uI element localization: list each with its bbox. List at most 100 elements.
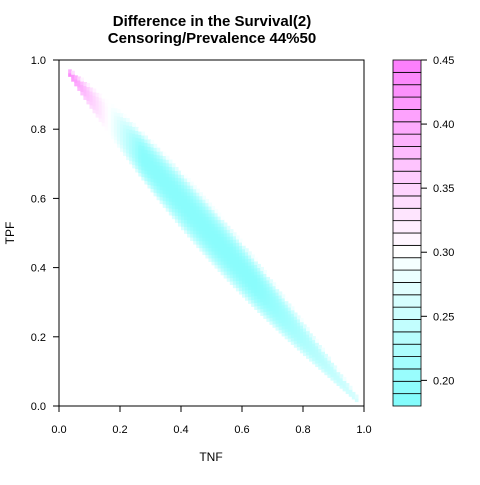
- heat-cell: [229, 280, 234, 285]
- heat-cell: [214, 250, 219, 255]
- heat-cell: [83, 99, 88, 104]
- heat-cell: [156, 168, 161, 173]
- heat-cell: [345, 386, 350, 391]
- heat-cell: [190, 216, 194, 221]
- heat-cell: [187, 212, 191, 217]
- heat-cell: [315, 356, 319, 361]
- heat-cell: [129, 146, 133, 151]
- heat-cell: [257, 270, 261, 275]
- heat-cell: [272, 323, 277, 328]
- heat-cell: [205, 250, 210, 256]
- heat-cell: [208, 257, 213, 262]
- heat-cell: [269, 320, 274, 325]
- heat-cell: [309, 340, 313, 345]
- heat-cell: [113, 122, 118, 127]
- heat-cell: [187, 226, 191, 231]
- heat-cell: [138, 151, 142, 156]
- heat-cell: [104, 130, 109, 135]
- heat-cell: [220, 222, 225, 227]
- heat-cell: [324, 364, 328, 369]
- heat-cell: [107, 123, 112, 129]
- heat-cell: [110, 117, 115, 122]
- heat-cell: [232, 270, 237, 275]
- heat-cell: [272, 299, 277, 304]
- heat-cell: [171, 166, 176, 171]
- heat-cell: [184, 202, 188, 207]
- heat-cell: [208, 233, 213, 238]
- heat-cell: [174, 208, 179, 213]
- heat-cell: [159, 189, 164, 194]
- heat-cell: [345, 390, 350, 395]
- heat-cell: [98, 104, 103, 109]
- heat-cell: [165, 173, 170, 178]
- heat-cell: [150, 171, 155, 176]
- heat-cell: [232, 235, 237, 240]
- heat-cell: [354, 401, 359, 406]
- heat-cell: [248, 285, 252, 290]
- heat-cell: [187, 181, 191, 186]
- heat-cell: [95, 106, 100, 111]
- heat-cell: [278, 308, 283, 313]
- heat-cell: [257, 308, 261, 313]
- heat-cell: [174, 173, 179, 178]
- heat-cell: [135, 151, 139, 156]
- heat-cell: [165, 197, 170, 202]
- heat-cell: [235, 290, 240, 295]
- heat-cell: [162, 203, 167, 208]
- heat-cell: [226, 253, 231, 258]
- heat-cell: [116, 136, 121, 141]
- y-tick-label: 1.0: [31, 55, 46, 67]
- heat-cell: [266, 314, 271, 319]
- heat-cell: [193, 195, 197, 200]
- heat-cell: [141, 179, 145, 184]
- heat-cell: [144, 152, 149, 157]
- heat-cell: [132, 147, 136, 152]
- heat-cell: [242, 286, 246, 291]
- heat-cell: [281, 328, 286, 333]
- heat-cell: [168, 162, 173, 168]
- heat-cell: [257, 281, 261, 286]
- heat-cell: [226, 225, 231, 230]
- heat-cell: [278, 291, 283, 296]
- heat-cell: [318, 355, 322, 360]
- heat-cell: [348, 396, 353, 401]
- heat-cell: [211, 236, 216, 242]
- heat-cell: [199, 247, 203, 252]
- heat-cell: [290, 327, 295, 332]
- heat-cell: [177, 215, 182, 220]
- heat-cell: [101, 94, 106, 99]
- heat-cell: [226, 232, 231, 237]
- colorbar-bin: [392, 393, 422, 407]
- heat-cell: [299, 325, 304, 330]
- heat-cell: [208, 254, 213, 259]
- heat-cell: [138, 175, 142, 180]
- heat-cell: [327, 360, 332, 365]
- heat-cell: [312, 346, 316, 351]
- heat-cell: [238, 245, 243, 250]
- heat-cell: [150, 143, 155, 148]
- heat-cell: [217, 260, 222, 266]
- heat-cell: [107, 130, 112, 135]
- heat-cell: [293, 343, 298, 348]
- heat-cell: [245, 286, 249, 291]
- heat-cell: [217, 236, 222, 241]
- heat-cell: [278, 305, 283, 310]
- heat-cell: [327, 356, 332, 361]
- heat-cell: [181, 191, 185, 196]
- heat-cell: [153, 174, 158, 180]
- heat-cell: [232, 263, 237, 268]
- heat-cell: [89, 97, 94, 102]
- heat-cell: [190, 219, 194, 224]
- heat-cell: [199, 209, 203, 214]
- heat-cell: [177, 201, 182, 206]
- heat-cell: [254, 288, 258, 293]
- heat-cell: [312, 342, 316, 348]
- heat-cell: [141, 169, 145, 174]
- heat-cell: [95, 99, 100, 104]
- heat-cell: [177, 198, 182, 203]
- heat-cell: [245, 265, 249, 270]
- heat-cell: [138, 158, 142, 163]
- heat-cell: [129, 129, 133, 134]
- heat-cell: [242, 293, 246, 298]
- heat-cell: [272, 309, 277, 314]
